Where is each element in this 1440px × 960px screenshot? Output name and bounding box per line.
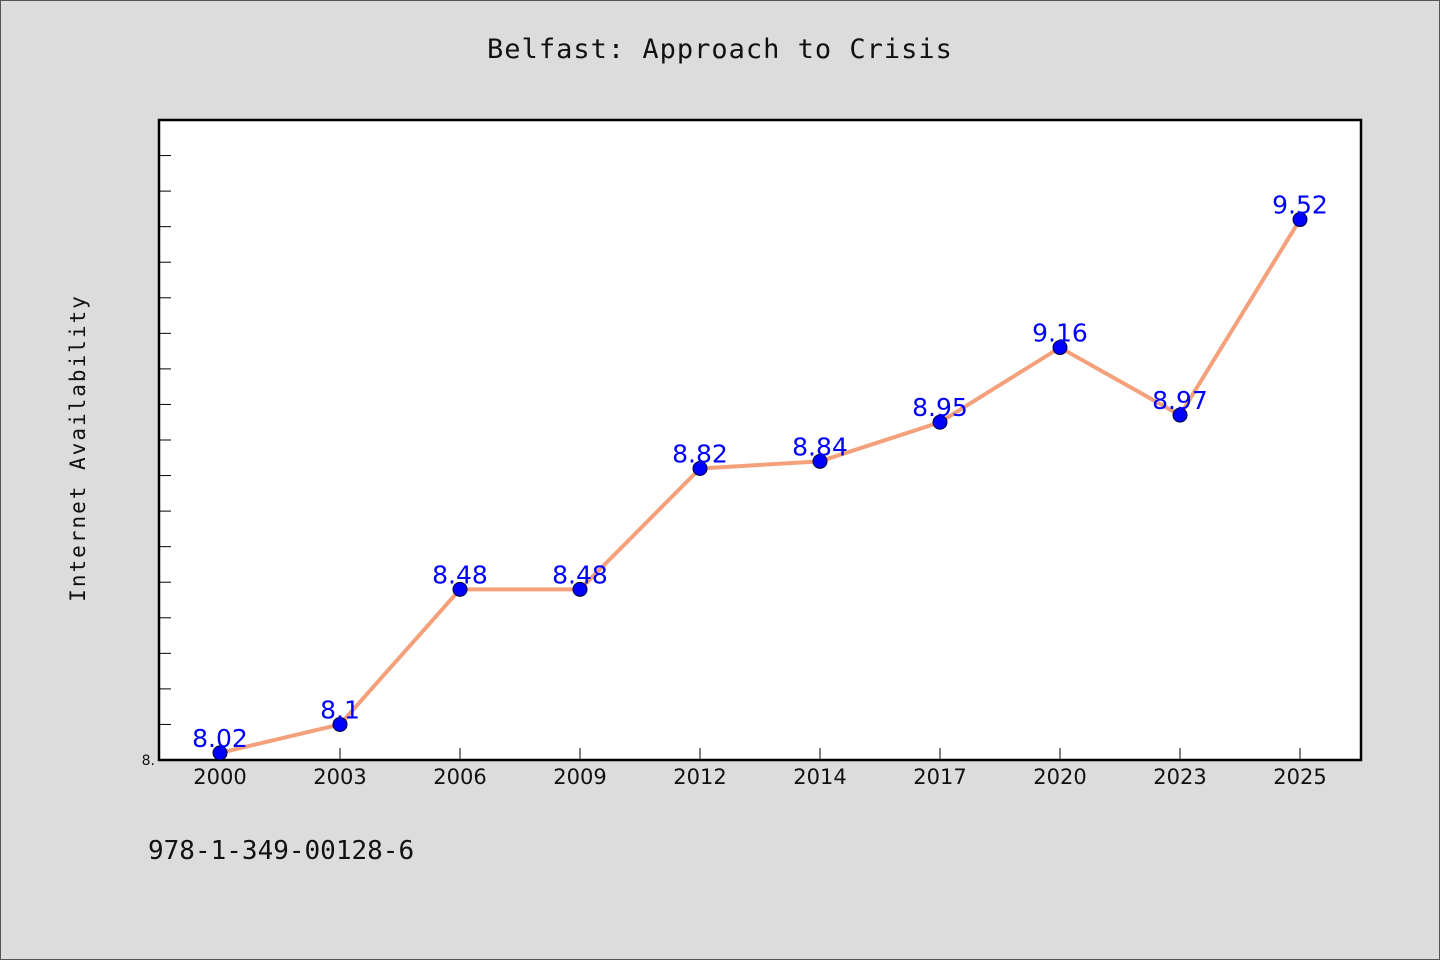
data-point xyxy=(572,581,588,597)
y-tick-label: 8. xyxy=(142,753,155,769)
data-point xyxy=(212,745,228,761)
x-tick-label: 2014 xyxy=(793,765,846,789)
x-tick-label: 2023 xyxy=(1153,765,1206,789)
x-tick-label: 2020 xyxy=(1033,765,1086,789)
data-label: 8.84 xyxy=(792,432,848,461)
data-point xyxy=(932,414,948,430)
data-label: 8.82 xyxy=(672,439,728,468)
data-label: 8.02 xyxy=(192,724,248,753)
x-tick-label: 2003 xyxy=(313,765,366,789)
data-label: 8.48 xyxy=(432,560,488,589)
data-label: 9.16 xyxy=(1032,319,1088,348)
data-point xyxy=(1172,407,1188,423)
x-tick-label: 2000 xyxy=(193,765,246,789)
series-line xyxy=(219,218,1302,755)
data-label: 8.95 xyxy=(912,393,968,422)
isbn-text: 978-1-349-00128-6 xyxy=(148,836,415,866)
data-point xyxy=(332,716,348,732)
plot-area xyxy=(157,118,1363,762)
data-point xyxy=(1292,212,1308,228)
chart-title: Belfast: Approach to Crisis xyxy=(487,34,953,65)
x-tick-label: 2017 xyxy=(913,765,966,789)
data-label: 9.52 xyxy=(1272,191,1328,220)
x-tick-label: 2006 xyxy=(433,765,486,789)
data-label: 8.97 xyxy=(1152,386,1208,415)
data-label: 8.1 xyxy=(320,695,360,724)
data-point xyxy=(812,453,828,469)
data-point xyxy=(452,581,468,597)
x-tick-label: 2025 xyxy=(1273,765,1326,789)
data-label: 8.48 xyxy=(552,560,608,589)
x-tick-label: 2009 xyxy=(553,765,606,789)
data-point xyxy=(692,460,708,476)
x-tick-label: 2012 xyxy=(673,765,726,789)
data-point xyxy=(1052,340,1068,356)
